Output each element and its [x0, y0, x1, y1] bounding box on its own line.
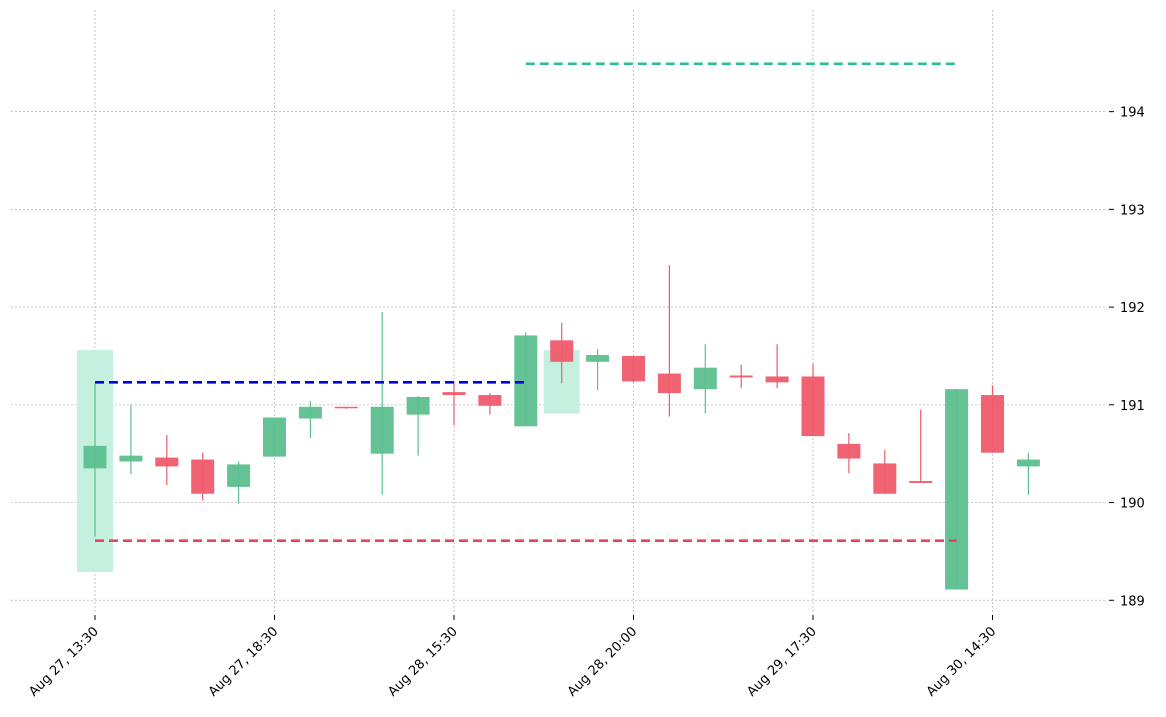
x-tick-label: Aug 28, 20:00: [565, 624, 641, 700]
candle-body: [514, 335, 538, 427]
candle-body: [1016, 459, 1040, 467]
candle-body: [550, 340, 574, 362]
candle-body: [227, 464, 251, 487]
axis-layer: 189 190 191 192 193 194 Aug 27, 13:30 Aug 27, 1…: [26, 106, 1145, 700]
candle-body: [442, 392, 466, 396]
candle-body: [155, 457, 179, 467]
x-tick-label: Aug 27, 18:30: [206, 624, 282, 700]
candle-body: [657, 373, 681, 394]
candle-body: [837, 443, 861, 459]
candle-body: [765, 376, 789, 383]
candle-body: [586, 354, 610, 362]
x-tick-label: Aug 30, 14:30: [924, 624, 1000, 700]
candle-body: [334, 406, 358, 409]
y-tick-label: 190: [1120, 497, 1145, 512]
candle-body: [945, 389, 969, 590]
y-tick-label: 191: [1120, 399, 1145, 414]
y-tick-label: 192: [1120, 301, 1145, 316]
candle-body: [622, 355, 645, 382]
candle-body: [406, 397, 430, 415]
level-layer: [95, 62, 957, 542]
candle-body: [981, 395, 1004, 453]
candle-layer: [83, 265, 1040, 590]
candle-body: [478, 395, 502, 406]
candle-body: [83, 445, 107, 469]
y-tick-label: 189: [1120, 594, 1145, 609]
x-tick-label: Aug 27, 13:30: [26, 624, 102, 700]
candle-body: [119, 455, 143, 462]
candle-body: [298, 406, 322, 419]
candle-body: [693, 367, 717, 390]
candle-body: [191, 459, 215, 494]
candle-body: [263, 417, 286, 457]
candle-body: [801, 376, 825, 437]
candle-body: [873, 463, 897, 494]
y-tick-label: 193: [1120, 203, 1145, 218]
x-tick-label: Aug 28, 15:30: [385, 624, 461, 700]
candle-body: [909, 481, 933, 483]
y-tick-label: 194: [1120, 106, 1145, 121]
candle-body: [370, 406, 394, 454]
x-tick-label: Aug 29, 17:30: [744, 624, 820, 700]
grid-layer: [11, 10, 1106, 612]
candle-body: [729, 375, 753, 378]
